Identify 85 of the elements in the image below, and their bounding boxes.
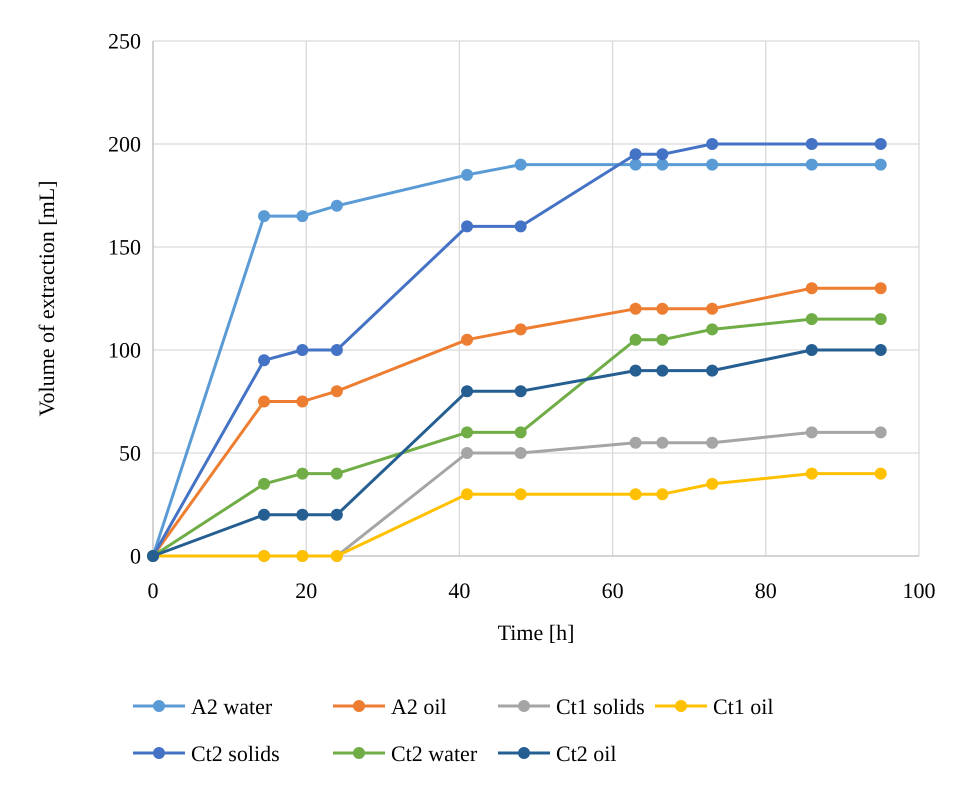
- legend-label: Ct1 solids: [556, 694, 645, 719]
- point: [874, 158, 887, 171]
- y-tick-label: 200: [108, 132, 141, 157]
- point: [806, 282, 818, 294]
- point: [806, 313, 818, 326]
- point: [656, 364, 668, 377]
- point: [874, 313, 887, 326]
- point: [514, 447, 527, 459]
- x-tick-label: 100: [902, 578, 936, 603]
- point: [461, 220, 474, 232]
- point: [656, 488, 668, 500]
- point: [630, 302, 642, 315]
- point: [514, 385, 527, 398]
- x-tick-label: 80: [754, 578, 777, 603]
- point: [514, 488, 527, 500]
- point: [706, 436, 718, 449]
- legend-label: A2 oil: [391, 694, 447, 719]
- x-tick-label: 60: [602, 578, 624, 603]
- point: [258, 210, 270, 222]
- legend-label: Ct2 solids: [191, 741, 280, 766]
- point: [874, 344, 887, 356]
- point: [806, 158, 818, 171]
- point: [630, 158, 642, 171]
- y-tick-label: 150: [108, 234, 141, 260]
- point: [258, 354, 270, 366]
- point: [706, 302, 718, 315]
- x-axis-title: Time [h]: [498, 620, 574, 645]
- point: [630, 364, 642, 377]
- point: [461, 426, 474, 438]
- point: [296, 468, 308, 480]
- x-tick-label: 0: [148, 578, 158, 603]
- point: [706, 158, 718, 171]
- point: [461, 385, 474, 398]
- point: [514, 158, 527, 171]
- point: [806, 138, 818, 150]
- point: [296, 508, 308, 521]
- point: [330, 344, 343, 356]
- point: [258, 508, 270, 521]
- point: [806, 426, 818, 438]
- point: [630, 436, 642, 449]
- x-tick-label: 40: [448, 578, 470, 603]
- point: [630, 334, 642, 346]
- point: [630, 488, 642, 500]
- y-tick-label: 0: [130, 544, 141, 569]
- point: [330, 508, 343, 521]
- point: [461, 447, 474, 459]
- point: [806, 344, 818, 356]
- legend-label: Ct1 oil: [713, 694, 774, 719]
- point: [706, 323, 718, 336]
- point: [296, 396, 308, 408]
- point: [514, 323, 527, 336]
- point: [330, 468, 343, 480]
- point: [806, 468, 818, 480]
- point: [296, 210, 308, 222]
- legend-label: A2 water: [191, 694, 273, 719]
- y-axis-title: Volume of extraction [mL]: [34, 180, 59, 417]
- point: [461, 488, 474, 500]
- point: [258, 396, 270, 408]
- point: [656, 158, 668, 171]
- point: [514, 426, 527, 438]
- point: [874, 468, 887, 480]
- point: [656, 436, 668, 449]
- point: [656, 334, 668, 346]
- y-tick-label: 100: [108, 338, 141, 363]
- point: [706, 364, 718, 377]
- point: [706, 478, 718, 490]
- point: [461, 334, 474, 346]
- point: [874, 282, 887, 294]
- point: [656, 148, 668, 160]
- y-tick-label: 250: [108, 28, 141, 54]
- point: [258, 478, 270, 490]
- point: [514, 220, 527, 232]
- point: [296, 344, 308, 356]
- point: [330, 200, 343, 212]
- point: [874, 426, 887, 438]
- point: [461, 168, 474, 181]
- point: [874, 138, 887, 150]
- y-tick-label: 50: [119, 440, 141, 466]
- point: [706, 138, 718, 150]
- legend-label: Ct2 water: [391, 741, 478, 766]
- legend-label: Ct2 oil: [556, 741, 617, 766]
- point: [656, 302, 668, 315]
- x-tick-label: 20: [295, 578, 318, 603]
- point: [630, 148, 642, 160]
- point: [330, 385, 343, 398]
